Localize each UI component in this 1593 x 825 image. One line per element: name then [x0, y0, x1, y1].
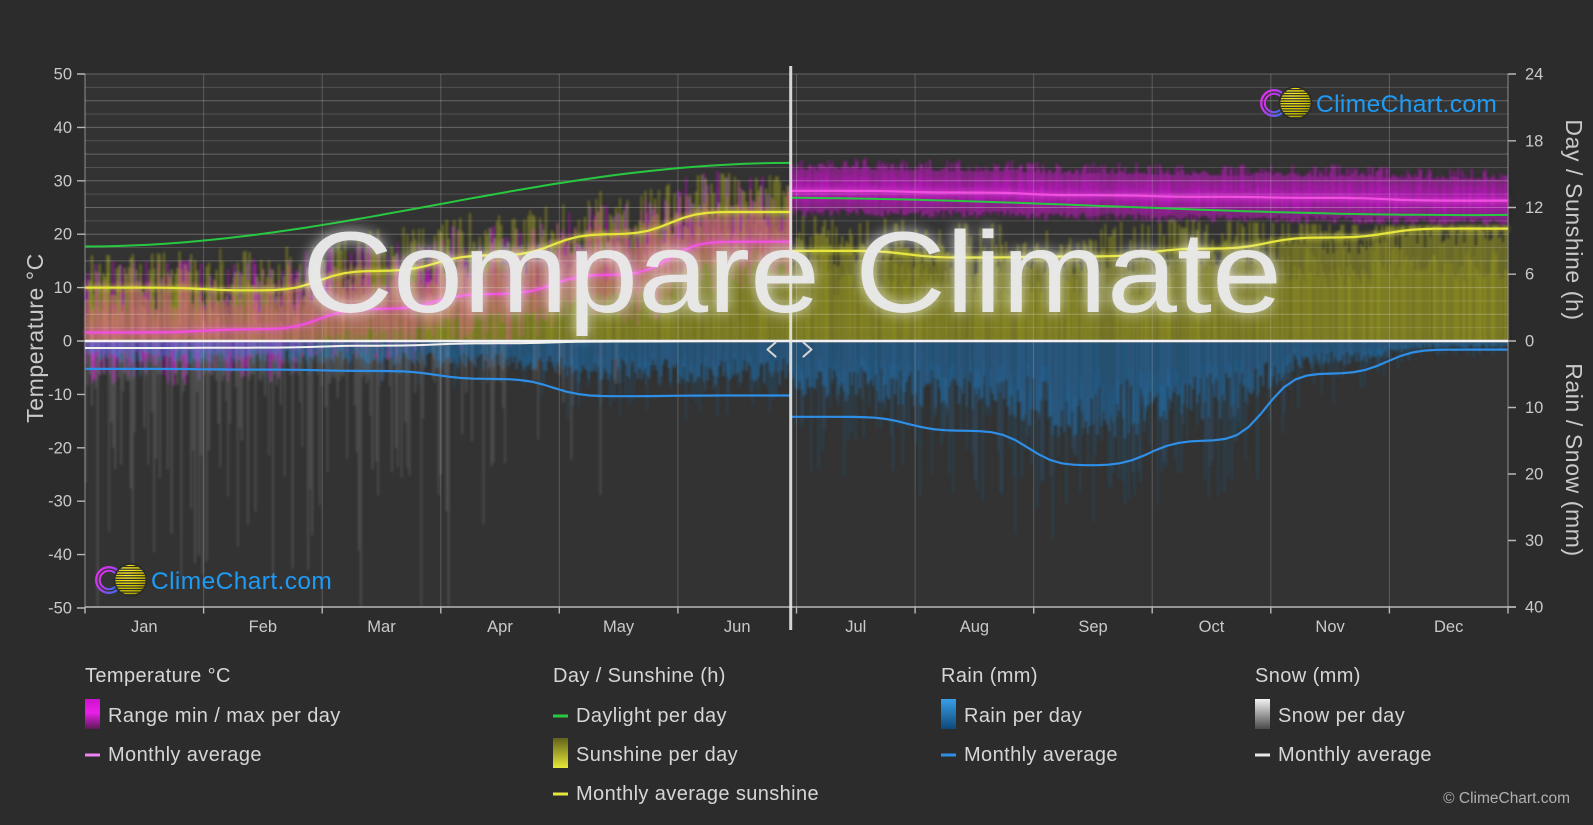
svg-text:Nov: Nov — [1315, 618, 1345, 636]
svg-text:20: 20 — [54, 226, 72, 244]
svg-text:Snow per day: Snow per day — [1278, 705, 1405, 727]
svg-text:Day / Sunshine (h): Day / Sunshine (h) — [553, 665, 726, 687]
svg-text:Jun: Jun — [724, 618, 751, 636]
svg-text:12: 12 — [1525, 199, 1543, 217]
svg-text:Mar: Mar — [367, 618, 396, 636]
svg-text:Range min / max per day: Range min / max per day — [108, 705, 341, 727]
svg-text:Sep: Sep — [1078, 618, 1107, 636]
svg-text:30: 30 — [1525, 532, 1543, 550]
svg-text:Temperature °C: Temperature °C — [22, 253, 48, 423]
svg-text:Temperature °C: Temperature °C — [85, 665, 231, 687]
svg-text:Rain (mm): Rain (mm) — [941, 665, 1038, 687]
svg-text:Rain per day: Rain per day — [964, 705, 1082, 727]
svg-text:Oct: Oct — [1199, 618, 1225, 636]
svg-text:Jan: Jan — [131, 618, 158, 636]
svg-text:24: 24 — [1525, 66, 1543, 84]
svg-text:20: 20 — [1525, 466, 1543, 484]
svg-text:Rain / Snow (mm): Rain / Snow (mm) — [1561, 363, 1587, 557]
svg-text:10: 10 — [54, 279, 72, 297]
svg-text:0: 0 — [1525, 333, 1534, 351]
svg-text:40: 40 — [54, 119, 72, 137]
svg-text:© ClimeChart.com: © ClimeChart.com — [1443, 790, 1570, 807]
svg-text:Apr: Apr — [487, 618, 513, 636]
svg-text:Feb: Feb — [249, 618, 277, 636]
svg-text:Monthly average: Monthly average — [1278, 744, 1432, 766]
svg-text:May: May — [603, 618, 635, 636]
svg-text:Day / Sunshine (h): Day / Sunshine (h) — [1561, 119, 1587, 320]
svg-text:0: 0 — [63, 333, 72, 351]
svg-text:Monthly average: Monthly average — [108, 744, 262, 766]
svg-text:-20: -20 — [48, 439, 72, 457]
svg-text:10: 10 — [1525, 399, 1543, 417]
svg-text:-10: -10 — [48, 386, 72, 404]
svg-text:Dec: Dec — [1434, 618, 1463, 636]
svg-text:Daylight per day: Daylight per day — [576, 705, 727, 727]
svg-text:40: 40 — [1525, 599, 1543, 617]
svg-text:18: 18 — [1525, 132, 1543, 150]
svg-text:Sunshine per day: Sunshine per day — [576, 744, 738, 766]
svg-text:Jul: Jul — [845, 618, 866, 636]
svg-text:Monthly average sunshine: Monthly average sunshine — [576, 783, 819, 805]
svg-text:Aug: Aug — [960, 618, 989, 636]
svg-text:30: 30 — [54, 172, 72, 190]
svg-text:Monthly average: Monthly average — [964, 744, 1118, 766]
svg-text:6: 6 — [1525, 266, 1534, 284]
svg-text:-30: -30 — [48, 493, 72, 511]
svg-text:50: 50 — [54, 66, 72, 84]
svg-text:-40: -40 — [48, 546, 72, 564]
svg-text:-50: -50 — [48, 600, 72, 618]
svg-text:Snow (mm): Snow (mm) — [1255, 665, 1361, 687]
